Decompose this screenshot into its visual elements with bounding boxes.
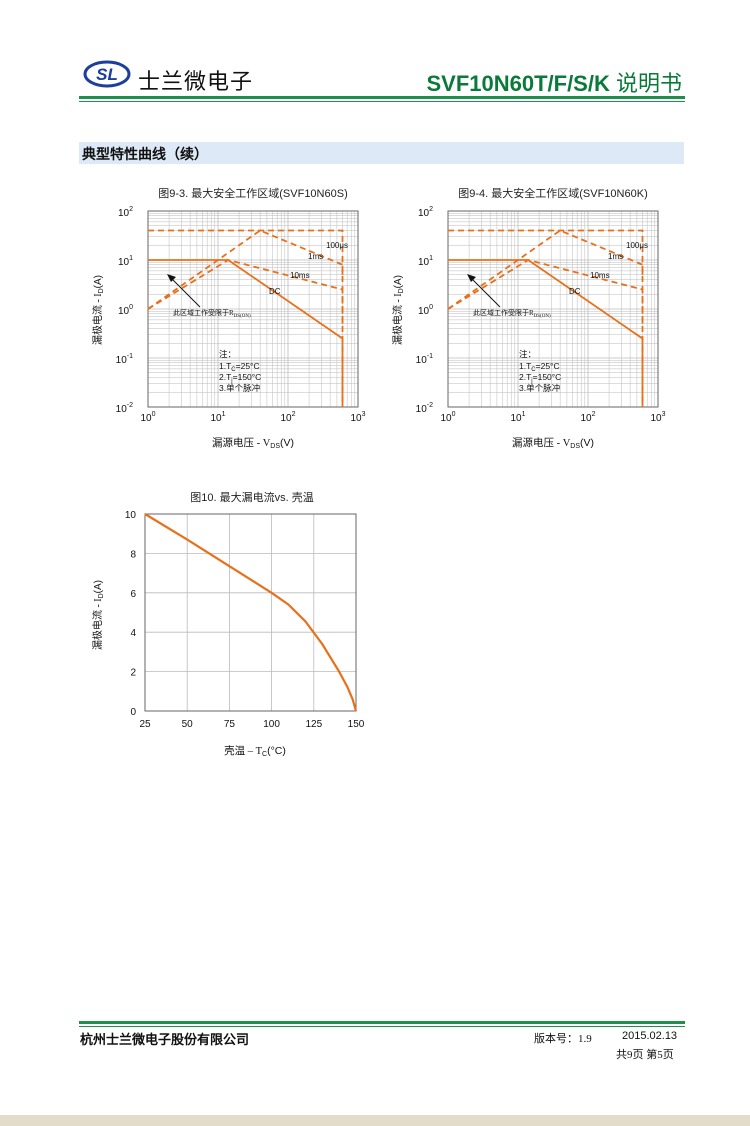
x-tick-label: 103 bbox=[650, 411, 665, 424]
x-axis-label: 漏源电压 - VDS(V) bbox=[512, 436, 594, 450]
y-tick-label: 10-1 bbox=[416, 353, 433, 366]
y-tick-label: 101 bbox=[118, 255, 133, 268]
label-10ms: 10ms bbox=[590, 271, 610, 280]
label-10ms: 10ms bbox=[290, 271, 310, 280]
x-tick-label: 101 bbox=[210, 411, 225, 424]
curve-100μs bbox=[448, 229, 644, 407]
note-2: 2.Tj=150°C bbox=[219, 372, 261, 384]
x-tick-label: 103 bbox=[350, 411, 365, 424]
curve-100μs bbox=[148, 229, 344, 407]
x-tick-label: 102 bbox=[580, 411, 595, 424]
x-axis-label: 壳温 – TC(°C) bbox=[224, 744, 286, 758]
x-tick-label: 50 bbox=[182, 719, 194, 730]
label-100us: 100μs bbox=[326, 241, 348, 250]
y-tick-label: 10-2 bbox=[116, 402, 133, 415]
footer-company: 杭州士兰微电子股份有限公司 bbox=[80, 1033, 250, 1048]
y-axis-label: 漏极电流 - ID(A) bbox=[91, 275, 105, 345]
curve-DC bbox=[448, 259, 644, 407]
plot-frame bbox=[144, 513, 357, 712]
footer-version: 版本号：1.9 bbox=[534, 1033, 592, 1045]
label-1ms: 1ms bbox=[308, 252, 323, 261]
y-tick-label: 4 bbox=[130, 628, 136, 639]
document-title: SVF10N60T/F/S/K 说明书 bbox=[426, 66, 682, 98]
limit-arrow-head bbox=[467, 274, 476, 282]
y-tick-label: 8 bbox=[130, 549, 136, 560]
y-tick-label: 100 bbox=[418, 304, 433, 317]
label-dc: DC bbox=[269, 287, 281, 296]
note-head: 注： bbox=[519, 349, 536, 359]
header-rule-thin bbox=[79, 101, 685, 102]
header-rule-thick bbox=[79, 96, 685, 99]
y-axis-label: 漏极电流 - ID(A) bbox=[391, 275, 405, 345]
curve-id-max bbox=[144, 513, 358, 712]
y-tick-label: 102 bbox=[118, 206, 133, 219]
note-head: 注： bbox=[219, 349, 236, 359]
chart-title: 图10. 最大漏电流vs. 壳温 bbox=[190, 490, 313, 504]
chart-title: 图9-3. 最大安全工作区域(SVF10N60S) bbox=[158, 186, 347, 200]
document-model: SVF10N60T/F/S/K bbox=[426, 71, 610, 96]
x-tick-label: 100 bbox=[440, 411, 455, 424]
note-1: 1.TC=25°C bbox=[519, 361, 560, 373]
x-tick-label: 150 bbox=[348, 719, 365, 730]
footer-rule-thick bbox=[79, 1021, 685, 1024]
y-axis-label: 漏极电流 - ID(A) bbox=[91, 580, 105, 650]
company-logo: SL bbox=[82, 58, 132, 94]
footer-rule-thin bbox=[79, 1026, 685, 1027]
x-tick-label: 75 bbox=[224, 719, 236, 730]
company-short-name: 士兰微电子 bbox=[138, 70, 254, 95]
page-bottom-band bbox=[0, 1115, 750, 1126]
y-tick-label: 10 bbox=[125, 510, 137, 521]
document-title-suffix: 说明书 bbox=[615, 71, 682, 96]
note-1: 1.TC=25°C bbox=[219, 361, 260, 373]
y-tick-label: 10-2 bbox=[416, 402, 433, 415]
note-3: 3.单个脉冲 bbox=[219, 383, 260, 393]
note-3: 3.单个脉冲 bbox=[519, 383, 560, 393]
limit-note: 此区域工作受限于RDS(ON) bbox=[473, 308, 551, 319]
footer-date: 2015.02.13 bbox=[622, 1030, 678, 1042]
y-tick-label: 2 bbox=[130, 668, 136, 679]
label-dc: DC bbox=[569, 287, 581, 296]
id-vs-tc-chart: 图10. 最大漏电流vs. 壳温 25 50 75 100 125 1500246810 … bbox=[91, 490, 365, 758]
curve-DC bbox=[148, 259, 344, 407]
notes-block: 注： 1.TC=25°C 2.Tj=150°C 3.单个脉冲 bbox=[519, 349, 561, 393]
logo-mark-text: SL bbox=[96, 65, 118, 84]
x-tick-label: 25 bbox=[139, 719, 151, 730]
x-tick-label: 100 bbox=[263, 719, 280, 730]
chart-title: 图9-4. 最大安全工作区域(SVF10N60K) bbox=[458, 186, 647, 200]
note-2: 2.Tj=150°C bbox=[519, 372, 561, 384]
curve-1ms bbox=[147, 229, 344, 310]
curve-10ms bbox=[447, 259, 644, 324]
label-100us: 100μs bbox=[626, 241, 648, 250]
limit-arrow-head bbox=[167, 274, 176, 282]
y-tick-label: 0 bbox=[130, 707, 136, 718]
limit-arrow bbox=[169, 276, 201, 308]
x-tick-label: 101 bbox=[510, 411, 525, 424]
y-tick-label: 100 bbox=[118, 304, 133, 317]
x-tick-label: 100 bbox=[140, 411, 155, 424]
y-tick-label: 6 bbox=[130, 589, 136, 600]
limit-note: 此区域工作受限于RDS(ON) bbox=[173, 308, 251, 319]
section-title: 典型特性曲线（续） bbox=[82, 147, 208, 163]
y-tick-label: 101 bbox=[418, 255, 433, 268]
y-tick-label: 10-1 bbox=[116, 353, 133, 366]
section-title-bar bbox=[79, 142, 684, 164]
curve-1ms bbox=[447, 229, 644, 310]
limit-arrow bbox=[469, 276, 501, 308]
y-tick-label: 102 bbox=[418, 206, 433, 219]
label-1ms: 1ms bbox=[608, 252, 623, 261]
curve-10ms bbox=[147, 259, 344, 324]
x-tick-label: 125 bbox=[305, 719, 322, 730]
soa-chart-svf10n60s: 图9-3. 最大安全工作区域(SVF10N60S) 102 101 100 10… bbox=[91, 186, 366, 450]
soa-chart-svf10n60k: 图9-4. 最大安全工作区域(SVF10N60K) 102 101 100 10… bbox=[391, 186, 666, 450]
footer-pages: 共9页 第5页 bbox=[616, 1049, 674, 1061]
x-axis-label: 漏源电压 - VDS(V) bbox=[212, 436, 294, 450]
x-tick-label: 102 bbox=[280, 411, 295, 424]
notes-block: 注： 1.TC=25°C 2.Tj=150°C 3.单个脉冲 bbox=[219, 349, 261, 393]
